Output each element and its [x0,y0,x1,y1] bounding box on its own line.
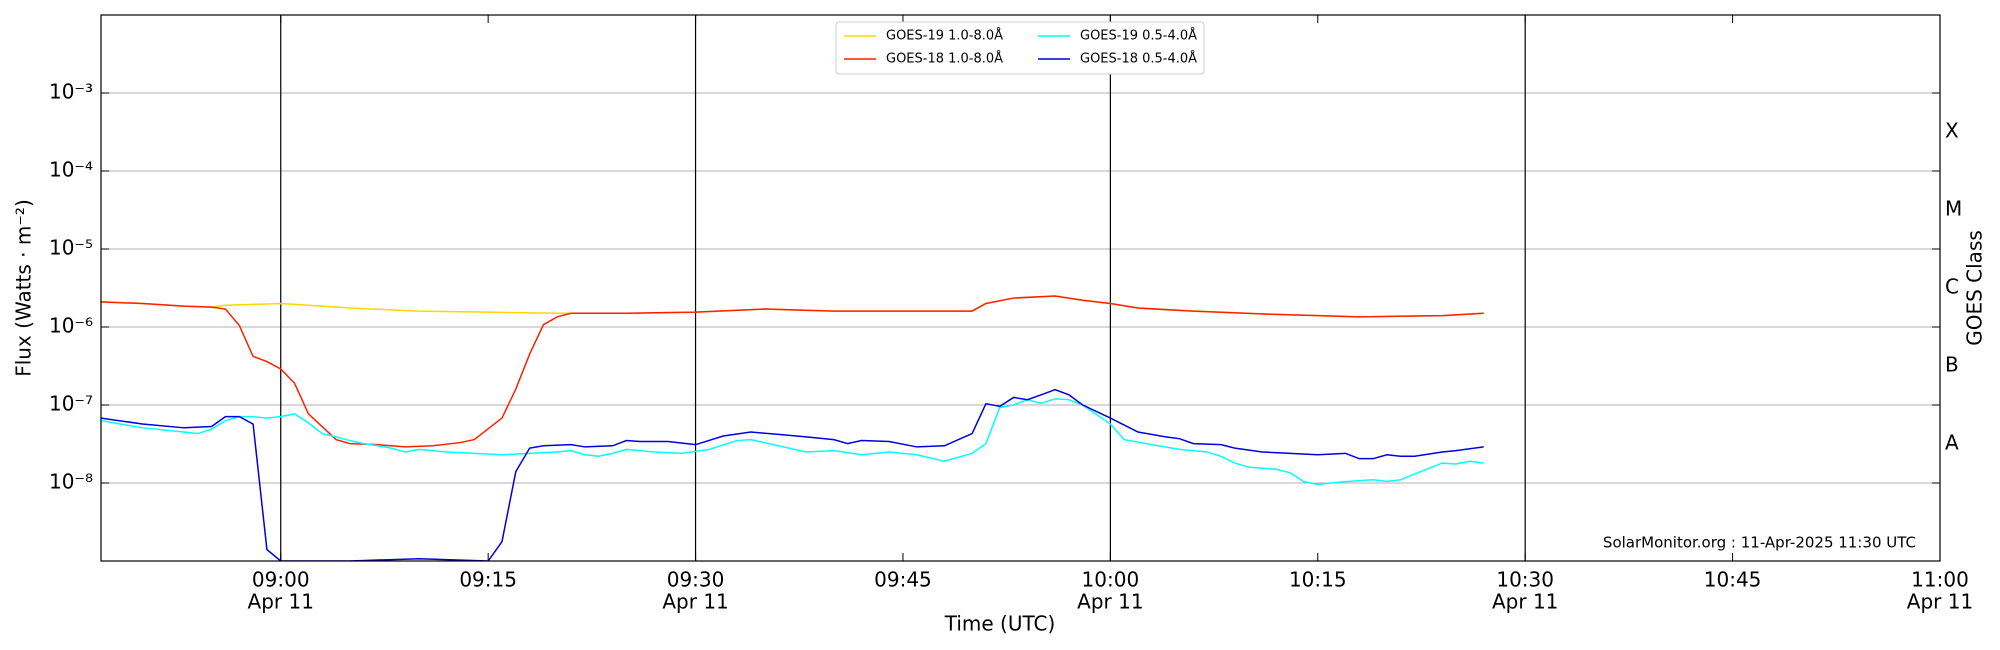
x-tick-label: 09:00 [252,568,310,592]
legend-label: GOES-18 0.5-4.0Å [1080,51,1197,67]
legend-label: GOES-19 1.0-8.0Å [886,28,1003,44]
series-line [101,295,1484,448]
x-tick-label: 10:00 [1082,568,1140,592]
grid [101,15,1940,561]
annotation: SolarMonitor.org : 11-Apr-2025 11:30 UTC [1603,534,1916,552]
series-line [101,398,1484,486]
x-tick-label: 10:45 [1704,568,1762,592]
y-tick-label: 10⁻⁶ [49,314,93,338]
y-tick-label: 10⁻³ [49,80,93,104]
y2-tick-label: A [1945,431,1959,455]
y-tick-label: 10⁻⁵ [49,236,93,260]
series-line [101,388,1484,561]
x-tick-label: 09:30 [667,568,725,592]
x-tick-date: Apr 11 [662,590,728,614]
y2-tick-label: C [1945,275,1959,299]
y-axis-label: Flux (Watts · m⁻²) [12,199,36,377]
y2-tick-label: M [1945,197,1962,221]
x-tick-label: 09:15 [459,568,517,592]
x-axis-label: Time (UTC) [944,612,1056,636]
x-tick-date: Apr 11 [1077,590,1143,614]
legend-box [835,21,1205,75]
x-tick-label: 10:15 [1289,568,1347,592]
legend-label: GOES-19 0.5-4.0Å [1080,28,1197,44]
x-tick-date: Apr 11 [1492,590,1558,614]
y2-axis-label: GOES Class [1963,230,1987,346]
y-tick-label: 10⁻⁴ [49,158,93,182]
x-tick-date: Apr 11 [1907,590,1973,614]
x-tick-label: 09:45 [874,568,932,592]
plot-area [101,295,1484,561]
legend: GOES-19 1.0-8.0Å GOES-18 1.0-8.0Å GOES-19 … [835,21,1205,75]
y-tick-label: 10⁻⁷ [49,392,93,416]
x-tick-label: 10:30 [1496,568,1554,592]
y2-tick-label: B [1945,353,1959,377]
x-tick-label: 11:00 [1911,568,1969,592]
plot-frame [100,14,1941,562]
y-tick-label: 10⁻⁸ [49,470,93,494]
legend-label: GOES-18 1.0-8.0Å [886,51,1003,67]
x-tick-date: Apr 11 [248,590,314,614]
y2-tick-label: X [1945,119,1959,143]
